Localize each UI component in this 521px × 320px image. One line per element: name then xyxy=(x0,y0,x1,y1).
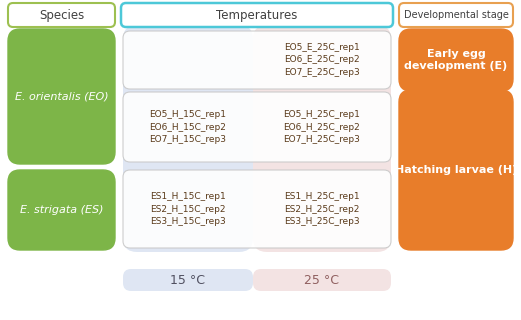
Text: Hatching larvae (H): Hatching larvae (H) xyxy=(395,165,517,175)
Text: 15 °C: 15 °C xyxy=(170,274,205,286)
FancyBboxPatch shape xyxy=(399,90,513,250)
FancyBboxPatch shape xyxy=(123,92,391,162)
Text: EO5_H_15C_rep1
EO6_H_15C_rep2
EO7_H_15C_rep3: EO5_H_15C_rep1 EO6_H_15C_rep2 EO7_H_15C_… xyxy=(150,110,227,144)
Text: Species: Species xyxy=(39,9,84,21)
FancyBboxPatch shape xyxy=(123,170,391,248)
Text: E. orientalis (EO): E. orientalis (EO) xyxy=(15,92,108,101)
Text: ES1_H_15C_rep1
ES2_H_15C_rep2
ES3_H_15C_rep3: ES1_H_15C_rep1 ES2_H_15C_rep2 ES3_H_15C_… xyxy=(150,192,226,226)
FancyBboxPatch shape xyxy=(123,31,391,89)
Text: EO5_H_25C_rep1
EO6_H_25C_rep2
EO7_H_25C_rep3: EO5_H_25C_rep1 EO6_H_25C_rep2 EO7_H_25C_… xyxy=(283,110,361,144)
FancyBboxPatch shape xyxy=(399,29,513,91)
FancyBboxPatch shape xyxy=(8,29,115,164)
Text: 25 °C: 25 °C xyxy=(304,274,340,286)
FancyBboxPatch shape xyxy=(8,170,115,250)
Text: E. strigata (ES): E. strigata (ES) xyxy=(20,205,103,215)
FancyBboxPatch shape xyxy=(8,3,115,27)
Text: ES1_H_25C_rep1
ES2_H_25C_rep2
ES3_H_25C_rep3: ES1_H_25C_rep1 ES2_H_25C_rep2 ES3_H_25C_… xyxy=(284,192,360,226)
FancyBboxPatch shape xyxy=(399,3,513,27)
Text: Developmental stage: Developmental stage xyxy=(404,10,508,20)
Text: Temperatures: Temperatures xyxy=(216,9,297,21)
Text: Early egg
development (E): Early egg development (E) xyxy=(404,49,507,71)
FancyBboxPatch shape xyxy=(123,269,253,291)
FancyBboxPatch shape xyxy=(123,25,253,252)
FancyBboxPatch shape xyxy=(121,3,393,27)
Text: EO5_E_25C_rep1
EO6_E_25C_rep2
EO7_E_25C_rep3: EO5_E_25C_rep1 EO6_E_25C_rep2 EO7_E_25C_… xyxy=(284,43,360,77)
FancyBboxPatch shape xyxy=(253,269,391,291)
FancyBboxPatch shape xyxy=(253,25,391,252)
